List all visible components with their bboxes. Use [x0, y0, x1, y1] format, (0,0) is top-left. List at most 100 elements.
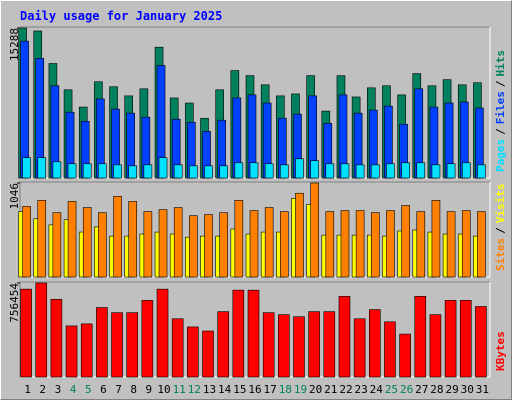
x-tick-label: 5 — [85, 383, 92, 396]
bar — [65, 325, 78, 378]
x-tick-label: 8 — [130, 383, 137, 396]
legend-entry: Hits — [494, 50, 507, 77]
bar — [50, 299, 63, 378]
bar — [310, 160, 319, 179]
bar — [189, 165, 198, 179]
bar — [37, 157, 47, 179]
bar — [310, 182, 319, 278]
bar — [171, 318, 184, 378]
x-tick-label: 27 — [415, 383, 428, 396]
bar — [143, 164, 153, 179]
x-tick-label: 13 — [203, 383, 216, 396]
bar — [52, 212, 62, 278]
bar — [187, 326, 199, 378]
bar — [82, 207, 92, 278]
bar — [401, 162, 410, 179]
bar — [219, 212, 228, 278]
bar — [143, 211, 153, 278]
bar — [98, 212, 107, 278]
y-max-label: 15288 — [8, 28, 21, 61]
bar — [128, 201, 138, 278]
legend-separator: / — [494, 80, 507, 87]
bar — [52, 161, 62, 179]
bar — [35, 282, 48, 378]
bar — [173, 207, 183, 278]
legend-entry: KBytes — [494, 331, 507, 371]
bar — [323, 311, 336, 378]
bar — [249, 210, 259, 278]
x-tick-label: 18 — [279, 383, 292, 396]
bar — [325, 211, 335, 278]
x-tick-label: 6 — [100, 383, 107, 396]
x-tick-label: 19 — [294, 383, 307, 396]
bar — [446, 163, 456, 179]
x-tick-label: 25 — [385, 383, 398, 396]
bar — [459, 300, 472, 378]
bar — [82, 163, 92, 179]
bar — [234, 200, 244, 278]
bar — [370, 164, 380, 179]
legend: Sites / Visits — [494, 184, 507, 272]
x-tick-label: 11 — [173, 383, 186, 396]
bar — [340, 210, 350, 278]
chart-title: Daily usage for January 2025 — [20, 9, 222, 23]
bar — [386, 163, 395, 179]
bar — [96, 307, 108, 378]
bar — [280, 164, 289, 179]
bar — [249, 162, 259, 179]
legend: KBytes — [494, 331, 507, 371]
legend-entry: Pages — [494, 139, 507, 172]
bar — [431, 200, 441, 278]
x-tick-label: 21 — [324, 383, 337, 396]
bar — [355, 164, 365, 179]
x-tick-label: 12 — [188, 383, 201, 396]
bar — [308, 311, 320, 378]
bar — [217, 311, 229, 378]
x-tick-label: 20 — [309, 383, 322, 396]
legend: Pages / Files / Hits — [494, 50, 507, 172]
bar — [67, 201, 77, 278]
bar — [477, 164, 486, 179]
bar — [141, 300, 154, 378]
bar — [264, 207, 274, 278]
bar — [156, 288, 169, 378]
panel-edge-dark — [19, 281, 490, 377]
x-tick-label: 1 — [24, 383, 31, 396]
bar — [399, 333, 411, 378]
bar — [80, 323, 93, 378]
bar — [202, 330, 214, 378]
bar — [353, 318, 366, 378]
bar — [370, 212, 380, 278]
bar — [22, 206, 31, 278]
legend-separator: / — [494, 128, 507, 135]
bar — [386, 210, 395, 278]
bar — [189, 215, 198, 278]
bar — [431, 164, 441, 179]
bar — [37, 200, 47, 278]
bar — [204, 214, 213, 278]
bar — [444, 300, 457, 378]
x-tick-label: 26 — [400, 383, 413, 396]
bar — [264, 163, 274, 179]
legend-entry: Sites — [494, 238, 507, 271]
bar — [173, 164, 183, 179]
x-tick-label: 10 — [157, 383, 170, 396]
bar — [446, 211, 456, 278]
x-tick-label: 14 — [218, 383, 232, 396]
bar — [325, 163, 335, 179]
bar — [461, 162, 471, 179]
bar — [461, 210, 471, 278]
x-tick-label: 15 — [233, 383, 246, 396]
x-tick-label: 23 — [355, 383, 368, 396]
x-tick-label: 9 — [146, 383, 153, 396]
x-tick-label: 24 — [370, 383, 384, 396]
bar — [280, 211, 289, 278]
y-max-label: 1046 — [8, 183, 21, 210]
x-tick-label: 17 — [264, 383, 277, 396]
x-tick-label: 31 — [476, 383, 489, 396]
x-tick-label: 4 — [70, 383, 77, 396]
x-tick-label: 3 — [55, 383, 62, 396]
bar — [98, 163, 107, 179]
bar — [111, 312, 123, 378]
x-tick-label: 2 — [39, 383, 46, 396]
